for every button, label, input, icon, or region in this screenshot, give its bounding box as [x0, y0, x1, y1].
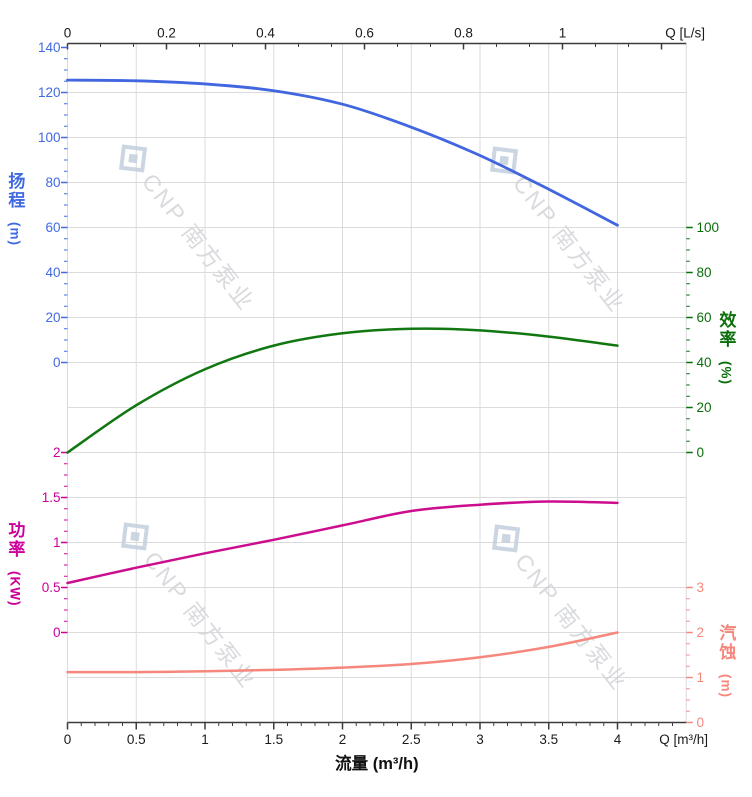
cnp-logo-icon — [492, 524, 521, 553]
efficiency-axis-title: 效率 (%) — [716, 311, 736, 386]
head-axis-tick-label: 100 — [38, 130, 61, 145]
power-axis-tick-label: 1 — [53, 535, 61, 550]
cnp-logo-icon — [121, 522, 150, 551]
flow-top-axis-label: Q [L/s] — [665, 26, 705, 41]
power-axis-tick-label: 0.5 — [42, 580, 61, 595]
cnp-logo-icon — [501, 533, 511, 544]
bottom-tick-label: 4 — [614, 732, 622, 747]
efficiency-axis-tick-label: 40 — [697, 355, 712, 370]
efficiency-axis: 100 80 60 40 20 0 — [686, 220, 719, 460]
bottom-tick-label: 3.5 — [539, 732, 558, 747]
efficiency-axis-tick-label: 80 — [697, 265, 712, 280]
efficiency-axis-tick-label: 20 — [697, 400, 712, 415]
bottom-tick-label: 2 — [339, 732, 347, 747]
cnp-logo-icon — [499, 155, 509, 166]
npsh-curve — [66, 631, 619, 674]
top-tick-label: 0 — [64, 26, 72, 41]
efficiency-axis-tick-label: 60 — [697, 310, 712, 325]
bottom-tick-label: 1.5 — [264, 732, 283, 747]
efficiency-axis-tick-label: 100 — [697, 220, 720, 235]
head-axis-title: 扬程 (m) — [5, 172, 25, 247]
head-axis-tick-label: 20 — [45, 310, 60, 325]
bottom-tick-label: 0 — [64, 732, 72, 747]
bottom-tick-label: 1 — [201, 732, 209, 747]
head-axis-tick-label: 140 — [38, 40, 61, 55]
top-tick-label: 0.6 — [355, 26, 374, 41]
top-tick-label: 1 — [559, 26, 567, 41]
bottom-axis: 0 0.5 1 1.5 2 2.5 3 3.5 4 Q [m³/h] 流量 (m³/h) — [64, 721, 708, 773]
cnp-logo-icon — [128, 153, 138, 164]
npsh-axis-title-text: 汽蚀 — [716, 624, 736, 662]
cnp-logo-icon — [130, 531, 140, 542]
top-tick-label: 0.2 — [157, 26, 176, 41]
npsh-axis-tick-label: 3 — [697, 580, 705, 595]
grid-layer — [67, 43, 687, 723]
efficiency-axis-tick-label: 0 — [697, 445, 705, 460]
watermark: CNP 南方泵业 — [492, 524, 633, 696]
head-curve — [66, 78, 619, 227]
head-axis-unit: (m) — [7, 222, 23, 247]
power-curve — [66, 500, 619, 585]
efficiency-axis-unit: (%) — [718, 361, 734, 386]
top-tick-label: 0.4 — [256, 26, 275, 41]
npsh-axis: 3 2 1 0 — [686, 580, 704, 730]
watermark-text: CNP 南方泵业 — [510, 549, 633, 696]
power-axis-title: 功率 (KW) — [5, 521, 25, 607]
npsh-axis-tick-label: 2 — [697, 625, 705, 640]
cnp-logo-icon — [119, 144, 148, 173]
head-axis-tick-label: 40 — [45, 265, 60, 280]
flow-bottom-axis-label: Q [m³/h] — [659, 732, 708, 747]
watermark-text: CNP 南方泵业 — [137, 169, 260, 316]
head-axis-tick-label: 120 — [38, 85, 61, 100]
bottom-tick-label: 0.5 — [127, 732, 146, 747]
head-axis: 140 120 100 80 60 40 20 0 — [38, 40, 68, 370]
power-axis: 2 1.5 1 0.5 0 — [42, 445, 68, 640]
top-axis: 0 0.2 0.4 0.6 0.8 1 Q [L/s] — [64, 26, 705, 50]
bottom-tick-label: 3 — [476, 732, 484, 747]
head-axis-title-text: 扬程 — [5, 172, 25, 210]
npsh-axis-unit: (m) — [718, 674, 734, 699]
npsh-axis-tick-label: 0 — [697, 715, 705, 730]
bottom-tick-label: 2.5 — [402, 732, 421, 747]
top-tick-label: 0.8 — [454, 26, 473, 41]
head-axis-tick-label: 0 — [53, 355, 61, 370]
power-axis-tick-label: 0 — [53, 625, 61, 640]
power-axis-tick-label: 1.5 — [42, 490, 61, 505]
head-axis-tick-label: 80 — [45, 175, 60, 190]
npsh-axis-tick-label: 1 — [697, 670, 705, 685]
power-axis-tick-label: 2 — [53, 445, 61, 460]
power-axis-unit: (KW) — [7, 571, 23, 607]
npsh-axis-title: 汽蚀 (m) — [716, 624, 736, 699]
efficiency-axis-title-text: 效率 — [716, 311, 736, 349]
power-axis-title-text: 功率 — [5, 521, 25, 559]
flow-axis-title: 流量 (m³/h) — [335, 753, 418, 773]
watermark-text: CNP 南方泵业 — [508, 171, 631, 318]
head-axis-tick-label: 60 — [45, 220, 60, 235]
efficiency-curve — [66, 327, 619, 454]
